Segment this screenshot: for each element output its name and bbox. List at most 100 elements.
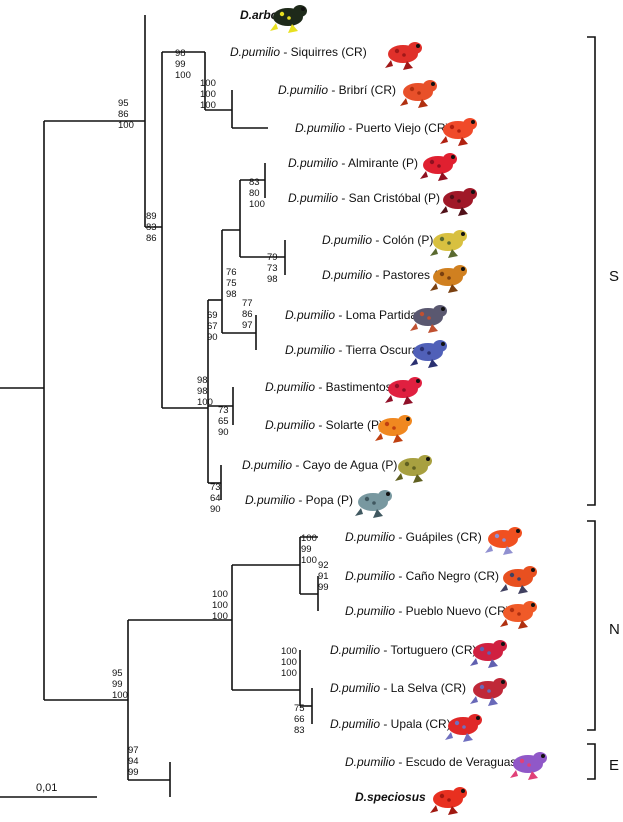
locality-name: - Puerto Viejo (CR) (345, 121, 449, 135)
frog-image-almirante (420, 153, 457, 181)
species-name: D.pumilio (330, 717, 380, 731)
scale-bar: 0,01 (0, 782, 97, 798)
support-value: 83 (249, 177, 260, 188)
support-value: 100 (197, 397, 213, 408)
support-value: 73 (218, 405, 229, 416)
taxon-label-tierraoscura: D.pumilio - Tierra Oscura (P) (285, 343, 438, 357)
frog-image-bastimentos (385, 377, 422, 405)
support-value: 100 (118, 120, 134, 131)
taxon-label-tortuguero: D.pumilio - Tortuguero (CR) (330, 643, 477, 657)
locality-name: - San Cristóbal (P) (338, 191, 440, 205)
support-value: 86 (242, 309, 253, 320)
clade-label-E: E (609, 757, 619, 774)
taxon-label-escudo: D.pumilio - Escudo de Veraguas (P) (345, 755, 536, 769)
locality-name: - Upala (CR) (380, 717, 451, 731)
locality-name: - Tortuguero (CR) (380, 643, 476, 657)
support-value: 90 (218, 427, 229, 438)
frog-image-guapiles (485, 527, 522, 555)
support-value: 86 (146, 233, 157, 244)
support-value: 90 (207, 332, 218, 343)
support-value: 73 (267, 263, 278, 274)
frog-image-speciosus (430, 787, 467, 815)
support-value: 97 (242, 320, 253, 331)
species-name: D.pumilio (345, 530, 395, 544)
taxon-label-laselva: D.pumilio - La Selva (CR) (330, 681, 466, 695)
support-value: 98 (197, 375, 208, 386)
locality-name: - Siquirres (CR) (280, 45, 367, 59)
locality-name: - Pueblo Nuevo (CR) (395, 604, 510, 618)
frog-image-siquirres (385, 42, 422, 70)
taxon-label-sancristobal: D.pumilio - San Cristóbal (P) (288, 191, 440, 205)
locality-name: - Loma Partida (P) (335, 308, 436, 322)
locality-name: - Tierra Oscura (P) (335, 343, 438, 357)
frog-image-colon (430, 230, 467, 258)
taxon-label-popa: D.pumilio - Popa (P) (245, 493, 353, 507)
species-name: D.pumilio (295, 121, 345, 135)
species-name: D.pumilio (230, 45, 280, 59)
taxon-label-solarte: D.pumilio - Solarte (P) (265, 418, 383, 432)
taxon-label-almirante: D.pumilio - Almirante (P) (288, 156, 418, 170)
species-name: D.pumilio (322, 268, 372, 282)
support-value: 95 (112, 668, 123, 679)
clade-bracket-N (587, 520, 596, 731)
clade-label-N: N (609, 621, 620, 638)
support-value: 98 (175, 48, 186, 59)
locality-name: - Escudo de Veraguas (P) (395, 755, 536, 769)
support-values: 9899100100100100958610089838683801007973… (112, 48, 329, 778)
support-value: 100 (175, 70, 191, 81)
locality-name: - Solarte (P) (315, 418, 383, 432)
taxon-label-siquirres: D.pumilio - Siquirres (CR) (230, 45, 367, 59)
locality-name: - Bastimentos (P) (315, 380, 411, 394)
frog-image-tierraoscura (410, 340, 447, 368)
taxon-label-pastores: D.pumilio - Pastores (P) (322, 268, 449, 282)
support-value: 99 (112, 679, 123, 690)
species-name: D.pumilio (242, 458, 292, 472)
support-value: 100 (301, 555, 317, 566)
support-value: 76 (226, 267, 237, 278)
support-value: 83 (146, 222, 157, 233)
species-name: D.pumilio (265, 380, 315, 394)
support-value: 75 (226, 278, 237, 289)
support-value: 99 (128, 767, 139, 778)
support-value: 90 (210, 504, 221, 515)
support-value: 98 (197, 386, 208, 397)
frog-image-pueblonuevo (500, 601, 537, 629)
taxon-label-canonegro: D.pumilio - Caño Negro (CR) (345, 569, 499, 583)
locality-name: - Almirante (P) (338, 156, 418, 170)
frog-image-canonegro (500, 566, 537, 594)
clade-bracket-E (587, 743, 596, 780)
support-value: 83 (294, 725, 305, 736)
support-value: 99 (175, 59, 186, 70)
locality-name: - Bribrí (CR) (328, 83, 396, 97)
taxon-label-guapiles: D.pumilio - Guápiles (CR) (345, 530, 482, 544)
taxon-label-lomapartida: D.pumilio - Loma Partida (P) (285, 308, 436, 322)
frog-image-popa (355, 490, 392, 518)
species-name: D.pumilio (330, 643, 380, 657)
species-name: D.pumilio (345, 755, 395, 769)
frog-image-upala (445, 714, 482, 742)
species-name: D.pumilio (330, 681, 380, 695)
clade-brackets: S N E (587, 36, 620, 780)
locality-name: - Popa (P) (295, 493, 353, 507)
tree-branches (0, 15, 319, 797)
frog-image-solarte (375, 415, 412, 443)
support-value: 100 (212, 589, 228, 600)
support-value: 73 (210, 482, 221, 493)
locality-name: - Pastores (P) (372, 268, 449, 282)
species-name: D.pumilio (285, 343, 335, 357)
taxon-label-upala: D.pumilio - Upala (CR) (330, 717, 451, 731)
support-value: 100 (281, 657, 297, 668)
support-value: 100 (281, 646, 297, 657)
frog-image-laselva (470, 678, 507, 706)
support-value: 100 (200, 100, 216, 111)
frog-image-pastores (430, 265, 467, 293)
frog-image-escudo (510, 752, 547, 780)
support-value: 79 (267, 252, 278, 263)
support-value: 94 (128, 756, 139, 767)
support-value: 77 (242, 298, 253, 309)
support-value: 100 (200, 89, 216, 100)
support-value: 65 (218, 416, 229, 427)
clade-bracket-S (587, 36, 596, 506)
